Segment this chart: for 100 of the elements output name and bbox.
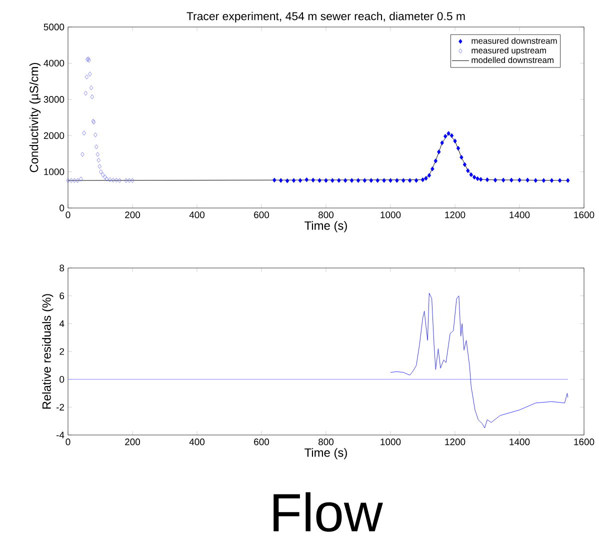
point xyxy=(87,58,91,63)
point xyxy=(466,168,470,174)
point xyxy=(79,176,83,182)
point xyxy=(462,162,467,167)
point xyxy=(510,178,514,183)
point xyxy=(114,178,118,183)
point xyxy=(127,178,132,183)
point xyxy=(376,178,380,183)
point xyxy=(408,178,412,183)
y-tick-label: 3000 xyxy=(44,96,64,103)
point xyxy=(298,178,302,183)
point xyxy=(118,178,122,183)
point xyxy=(446,131,450,136)
point xyxy=(96,158,100,163)
point xyxy=(94,144,98,150)
x-tick-label: 0 xyxy=(66,438,70,446)
legend-label: measured downstream xyxy=(472,38,557,44)
point xyxy=(493,178,498,183)
y-tick-label: 1000 xyxy=(44,168,64,176)
point xyxy=(453,138,457,144)
text: Flow xyxy=(274,492,383,532)
point xyxy=(66,178,70,183)
point xyxy=(450,133,454,138)
x-tick-label: 1200 xyxy=(445,438,466,446)
x-axis-title: Time (s) xyxy=(304,448,347,460)
chart-title: Tracer experiment, 454 m sewer reach, diameter 0.5 m xyxy=(186,12,465,22)
point xyxy=(111,178,115,183)
point xyxy=(99,169,103,174)
x-axis-title: Time (s) xyxy=(304,221,347,232)
point xyxy=(485,177,490,182)
point xyxy=(89,85,94,90)
y-tick-label: 4 xyxy=(59,320,64,327)
point xyxy=(460,154,464,160)
x-tick-label: 1400 xyxy=(510,212,530,218)
x-tick-label: 400 xyxy=(189,212,205,218)
point xyxy=(356,178,360,183)
point xyxy=(430,166,434,172)
point xyxy=(350,178,354,183)
point xyxy=(369,178,374,183)
x-tick-label: 0 xyxy=(66,212,70,218)
point xyxy=(84,74,89,80)
x-tick-label: 1400 xyxy=(510,438,530,446)
point xyxy=(279,178,283,183)
point xyxy=(96,152,100,157)
y-tick-label: 8 xyxy=(60,264,64,272)
point xyxy=(94,132,98,138)
point xyxy=(330,178,334,183)
point xyxy=(542,178,546,183)
point xyxy=(443,134,448,139)
y-tick-label: 2000 xyxy=(44,132,64,139)
x-tick-label: 1600 xyxy=(574,438,594,446)
point xyxy=(526,178,530,183)
point xyxy=(103,174,107,180)
point xyxy=(518,178,522,183)
point xyxy=(90,94,94,100)
y-tick-label: 5000 xyxy=(44,24,64,30)
x-tick-label: 200 xyxy=(125,438,140,446)
point xyxy=(337,178,341,183)
point xyxy=(388,178,392,183)
point xyxy=(382,178,386,183)
point xyxy=(424,176,428,181)
x-tick-label: 800 xyxy=(318,438,334,446)
y-tick-label: 0 xyxy=(60,376,64,383)
point xyxy=(100,172,105,178)
point xyxy=(534,178,538,183)
x-tick-label: 600 xyxy=(254,438,270,446)
x-tick-label: 1600 xyxy=(574,212,594,218)
x-tick-label: 1000 xyxy=(380,438,401,446)
point xyxy=(272,178,276,183)
point xyxy=(318,178,322,183)
point xyxy=(304,177,309,182)
point xyxy=(98,164,102,169)
x-tick-label: 600 xyxy=(254,212,270,218)
y-tick-label: 2 xyxy=(60,348,64,355)
point xyxy=(395,178,399,183)
y-axis-title: Conductivity (µS/cm) xyxy=(29,63,41,172)
point xyxy=(427,173,432,178)
y-tick-label: 4000 xyxy=(44,60,64,67)
legend-label: modelled downstream xyxy=(472,56,554,64)
point xyxy=(502,178,506,183)
point xyxy=(566,178,570,183)
y-axis-title: Relative residuals (%) xyxy=(42,294,54,409)
point xyxy=(130,178,134,183)
point xyxy=(402,178,406,183)
point xyxy=(82,130,86,136)
point xyxy=(84,90,88,96)
point xyxy=(558,178,562,183)
point xyxy=(472,174,476,180)
x-tick-label: 1000 xyxy=(380,212,401,218)
line-series xyxy=(390,292,568,428)
point xyxy=(414,178,418,183)
point xyxy=(104,176,109,182)
point xyxy=(440,140,444,146)
point xyxy=(478,177,483,182)
point xyxy=(469,172,473,178)
point xyxy=(108,177,112,182)
point xyxy=(69,178,74,183)
point xyxy=(434,158,438,164)
point xyxy=(456,146,460,151)
x-tick-label: 800 xyxy=(318,212,334,218)
